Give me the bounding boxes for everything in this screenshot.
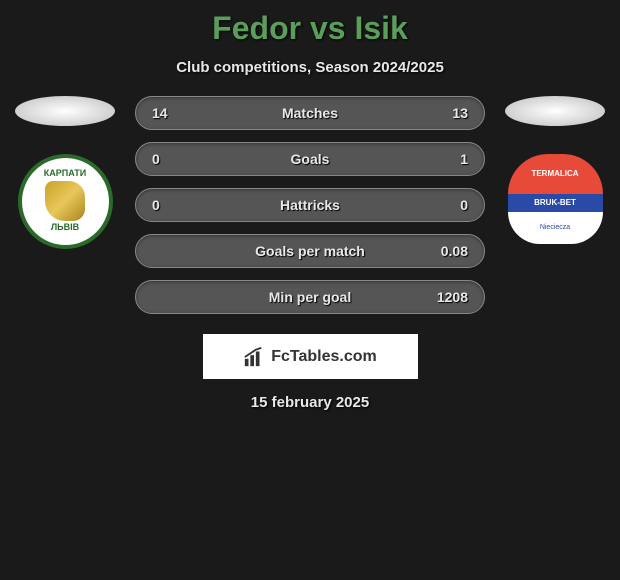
main-area: КАРПАТИ ЛЬВІВ 14 Matches 13 0 Goals 1 0	[0, 96, 620, 314]
left-player-column: КАРПАТИ ЛЬВІВ	[10, 96, 120, 261]
right-player-avatar	[505, 96, 605, 126]
right-player-column: TERMALICA BRUK-BET Nieciecza	[500, 96, 610, 261]
stat-bar-hattricks: 0 Hattricks 0	[135, 188, 485, 222]
stat-bar-goals: 0 Goals 1	[135, 142, 485, 176]
left-badge-top-text: КАРПАТИ	[44, 169, 86, 179]
left-badge-bottom-text: ЛЬВІВ	[44, 223, 86, 233]
stat-bar-goals-per-match: Goals per match 0.08	[135, 234, 485, 268]
left-team-badge: КАРПАТИ ЛЬВІВ	[15, 141, 115, 261]
stat-bar-matches: 14 Matches 13	[135, 96, 485, 130]
left-badge-text: КАРПАТИ ЛЬВІВ	[44, 169, 86, 233]
stat-left-value: 14	[152, 105, 168, 121]
right-badge-mid-text: BRUK-BET	[508, 194, 603, 212]
right-badge-bottom-text: Nieciecza	[508, 212, 603, 244]
left-player-avatar	[15, 96, 115, 126]
page-title: Fedor vs Isik	[0, 10, 620, 47]
lion-icon	[45, 181, 85, 221]
stat-right-value: 0.08	[441, 243, 468, 259]
stat-right-value: 1	[460, 151, 468, 167]
stat-right-value: 13	[452, 105, 468, 121]
site-logo: FcTables.com	[203, 334, 418, 379]
right-team-badge: TERMALICA BRUK-BET Nieciecza	[505, 141, 605, 261]
stat-bar-min-per-goal: Min per goal 1208	[135, 280, 485, 314]
chart-icon	[243, 346, 265, 368]
stat-label: Goals	[291, 151, 330, 167]
right-badge-top-text: TERMALICA	[508, 154, 603, 194]
left-badge-circle: КАРПАТИ ЛЬВІВ	[18, 154, 113, 249]
stat-label: Min per goal	[269, 289, 351, 305]
stat-label: Goals per match	[255, 243, 365, 259]
date: 15 february 2025	[0, 394, 620, 411]
subtitle: Club competitions, Season 2024/2025	[0, 59, 620, 76]
stat-right-value: 1208	[437, 289, 468, 305]
stat-left-value: 0	[152, 151, 160, 167]
stat-label: Matches	[282, 105, 338, 121]
stats-column: 14 Matches 13 0 Goals 1 0 Hattricks 0 Go…	[135, 96, 485, 314]
logo-text: FcTables.com	[271, 348, 377, 366]
infographic-container: Fedor vs Isik Club competitions, Season …	[0, 0, 620, 411]
stat-label: Hattricks	[280, 197, 340, 213]
stat-left-value: 0	[152, 197, 160, 213]
stat-right-value: 0	[460, 197, 468, 213]
right-badge-shield: TERMALICA BRUK-BET Nieciecza	[508, 154, 603, 249]
